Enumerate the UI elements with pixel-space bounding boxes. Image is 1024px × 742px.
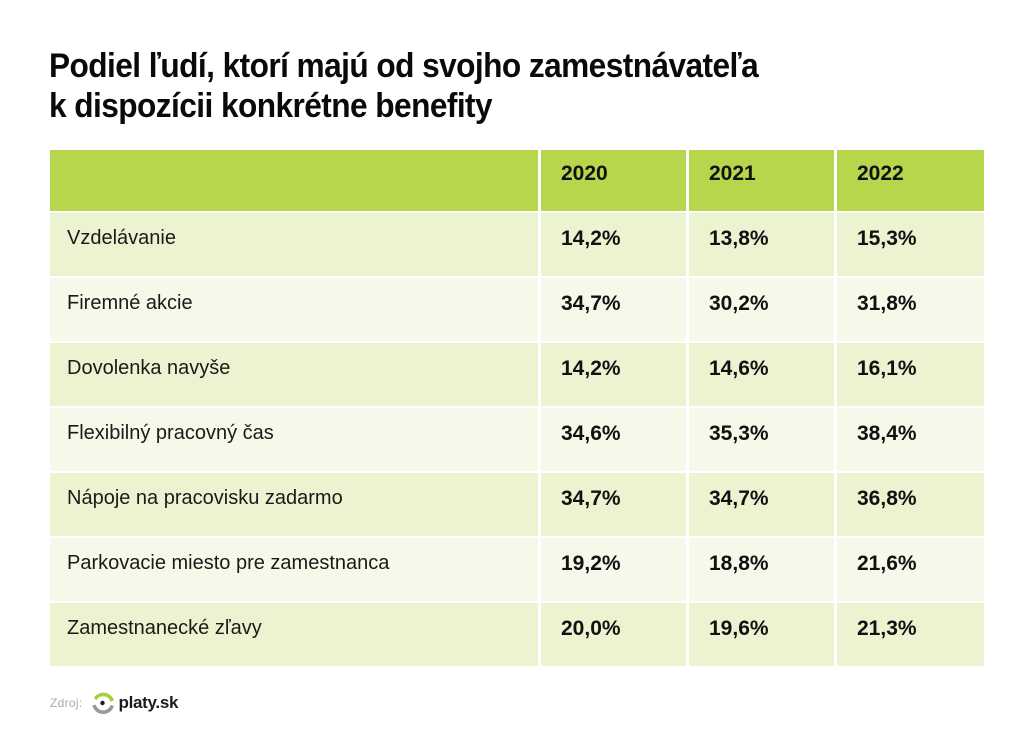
- row-label: Dovolenka navyše: [50, 343, 541, 408]
- value-cell-2022: 15,3%: [837, 213, 984, 278]
- row-label: Zamestnanecké zľavy: [50, 603, 541, 668]
- header-cell-2020: 2020: [541, 150, 689, 213]
- logo-text: platy.sk: [118, 693, 179, 712]
- row-label: Vzdelávanie: [50, 213, 541, 278]
- value-cell-2021: 19,6%: [689, 603, 837, 668]
- logo-arc-green: [94, 692, 115, 702]
- logo-arc-gray: [92, 704, 115, 714]
- table-row: Parkovacie miesto pre zamestnanca 19,2% 18…: [50, 538, 984, 603]
- value-cell-2020: 14,2%: [541, 213, 689, 278]
- value-cell-2022: 16,1%: [837, 343, 984, 408]
- value-cell-2020: 34,7%: [541, 473, 689, 538]
- value-cell-2022: 31,8%: [837, 278, 984, 343]
- table-row: Zamestnanecké zľavy 20,0% 19,6% 21,3%: [50, 603, 984, 668]
- row-label: Parkovacie miesto pre zamestnanca: [50, 538, 541, 603]
- value-cell-2020: 19,2%: [541, 538, 689, 603]
- value-cell-2021: 34,7%: [689, 473, 837, 538]
- platy-logo-icon: [92, 692, 115, 714]
- value-cell-2021: 35,3%: [689, 408, 837, 473]
- value-cell-2022: 38,4%: [837, 408, 984, 473]
- page-title: Podiel ľudí, ktorí majú od svojho zamest…: [49, 46, 923, 126]
- value-cell-2022: 21,6%: [837, 538, 984, 603]
- value-cell-2021: 18,8%: [689, 538, 837, 603]
- title-line-2: k dispozícii konkrétne benefity: [49, 87, 493, 125]
- value-cell-2022: 21,3%: [837, 603, 984, 668]
- platy-logo: platy.sk: [90, 690, 178, 716]
- table-row: Nápoje na pracovisku zadarmo 34,7% 34,7% 36…: [50, 473, 984, 538]
- value-cell-2021: 14,6%: [689, 343, 837, 408]
- value-cell-2020: 20,0%: [541, 603, 689, 668]
- table-row: Firemné akcie 34,7% 30,2% 31,8%: [50, 278, 984, 343]
- table-body: Vzdelávanie 14,2% 13,8% 15,3% Firemné akcie 3…: [50, 213, 984, 668]
- value-cell-2020: 34,7%: [541, 278, 689, 343]
- value-cell-2021: 13,8%: [689, 213, 837, 278]
- table-row: Dovolenka navyše 14,2% 14,6% 16,1%: [50, 343, 984, 408]
- header-cell-2022: 2022: [837, 150, 984, 213]
- header-cell-2021: 2021: [689, 150, 837, 213]
- benefits-table: 2020 2021 2022 Vzdelávanie 14,2% 13,8% 15,3…: [50, 150, 984, 668]
- value-cell-2020: 14,2%: [541, 343, 689, 408]
- table-header-row: 2020 2021 2022: [50, 150, 984, 213]
- source-label: Zdroj:: [50, 696, 83, 710]
- value-cell-2022: 36,8%: [837, 473, 984, 538]
- row-label: Nápoje na pracovisku zadarmo: [50, 473, 541, 538]
- table-row: Flexibilný pracovný čas 34,6% 35,3% 38,4%: [50, 408, 984, 473]
- row-label: Flexibilný pracovný čas: [50, 408, 541, 473]
- value-cell-2020: 34,6%: [541, 408, 689, 473]
- row-label: Firemné akcie: [50, 278, 541, 343]
- logo-dot: [100, 700, 106, 706]
- source-footer: Zdroj: platy.sk: [50, 688, 178, 718]
- title-line-1: Podiel ľudí, ktorí majú od svojho zamest…: [49, 47, 759, 85]
- table-row: Vzdelávanie 14,2% 13,8% 15,3%: [50, 213, 984, 278]
- value-cell-2021: 30,2%: [689, 278, 837, 343]
- header-cell-empty: [50, 150, 541, 213]
